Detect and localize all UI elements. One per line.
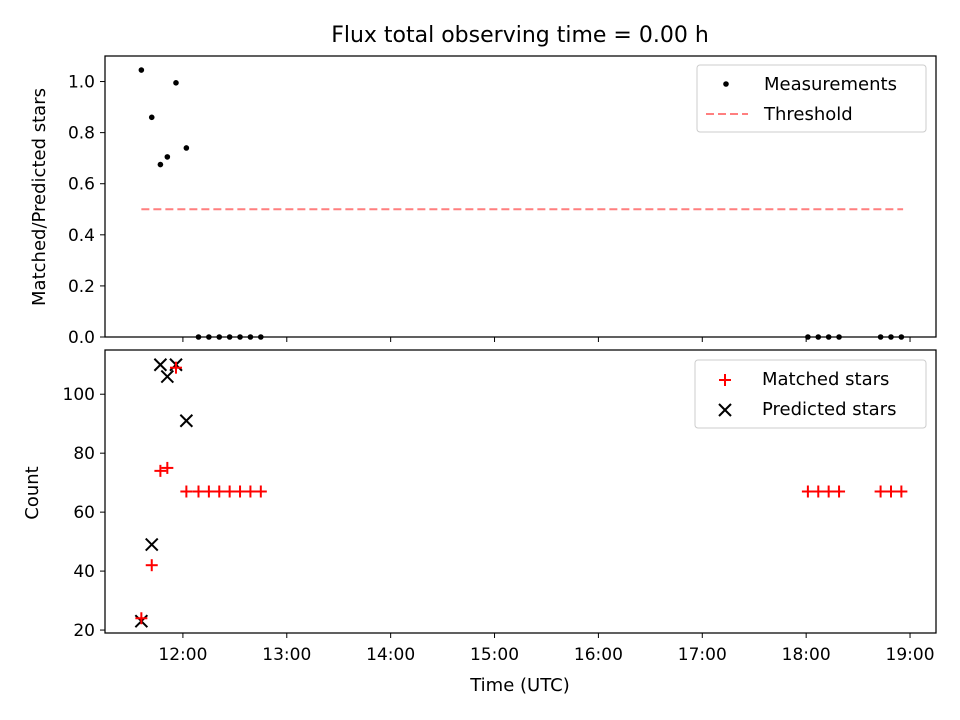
legend-measurements-label: Measurements — [764, 74, 897, 95]
matched-star-point — [833, 485, 846, 498]
top-y-tick-label: 0.0 — [68, 328, 95, 348]
matched-star-point — [822, 485, 835, 498]
matched-star-point — [145, 559, 158, 572]
matched-star-point — [234, 485, 247, 498]
legend-matched-marker — [719, 374, 731, 386]
matched-star-point — [244, 485, 257, 498]
predicted-x-stroke — [160, 369, 175, 384]
bottom-legend: Matched stars Predicted stars — [694, 359, 927, 429]
matched-star-point — [874, 485, 887, 498]
predicted-x-stroke — [179, 414, 194, 428]
x-tick-label: 17:00 — [678, 645, 727, 665]
panel-star-counts: 12:00 13:00 14:00 15:00 16:00 17:00 18:00 19:00… — [22, 349, 937, 696]
measurement-point — [148, 114, 155, 121]
predicted-star-point — [179, 414, 194, 428]
matched-star-point — [895, 485, 908, 498]
measurement-point — [183, 145, 190, 151]
top-y-tick-label: 1.0 — [68, 73, 95, 93]
bottom-y-tick-label: 40 — [73, 562, 95, 582]
bottom-y-tick-label: 60 — [73, 503, 95, 523]
matched-star-point — [254, 485, 267, 498]
matched-star-point — [801, 485, 814, 498]
x-tick-label: 12:00 — [158, 645, 207, 665]
matched-star-point — [161, 461, 174, 474]
predicted-star-point — [160, 369, 175, 384]
legend-predicted-marker — [718, 403, 732, 417]
legend-measurements-marker — [723, 81, 729, 87]
bottom-y-tick-label: 100 — [63, 385, 95, 405]
matched-star-point — [884, 485, 897, 498]
matched-star-point — [192, 485, 205, 498]
matched-star-point — [135, 612, 148, 625]
top-legend-box — [696, 64, 927, 133]
x-tick-label: 16:00 — [574, 645, 623, 665]
bottom-y-axis-label: Count — [22, 466, 43, 519]
matched-star-point — [812, 485, 825, 498]
predicted-x-stroke — [153, 358, 168, 372]
x-tick-label: 19:00 — [886, 645, 935, 665]
measurement-point — [138, 67, 145, 73]
top-axes-frame — [104, 55, 937, 338]
predicted-star-point — [145, 537, 159, 552]
matched-star-point — [154, 464, 167, 477]
bottom-legend-box — [694, 359, 927, 429]
bottom-y-tick-label: 20 — [73, 621, 95, 641]
bottom-y-tick-label: 80 — [73, 444, 95, 464]
legend-predicted-label: Predicted stars — [762, 399, 896, 420]
top-legend: Measurements Threshold — [696, 64, 927, 133]
top-y-tick-label: 0.2 — [68, 277, 95, 297]
x-axis-label: Time (UTC) — [469, 675, 570, 696]
legend-matched-label: Matched stars — [762, 369, 889, 390]
predicted-star-point — [153, 358, 168, 372]
measurement-point — [157, 161, 164, 168]
matched-star-point — [180, 485, 193, 498]
predicted-x-stroke — [145, 537, 159, 552]
top-y-tick-label: 0.8 — [68, 124, 95, 144]
matched-star-point — [223, 485, 236, 498]
top-y-tick-label: 0.6 — [68, 175, 95, 195]
x-tick-label: 15:00 — [470, 645, 519, 665]
measurement-point — [173, 80, 179, 86]
top-y-axis-label: Matched/Predicted stars — [29, 88, 50, 306]
legend-threshold-label: Threshold — [763, 104, 853, 125]
x-tick-label: 13:00 — [262, 645, 311, 665]
chart-title: Flux total observing time = 0.00 h — [331, 23, 709, 48]
matched-star-point — [202, 485, 215, 498]
bottom-axes-frame — [104, 349, 937, 634]
measurement-point — [164, 154, 171, 160]
x-tick-label: 14:00 — [366, 645, 415, 665]
panel-matched-predicted-ratio: 0.0 0.2 0.4 0.6 0.8 1.0 Matched/Predicted sta… — [29, 55, 937, 348]
matched-star-point — [169, 361, 182, 374]
matched-star-point — [213, 485, 226, 498]
x-tick-label: 18:00 — [782, 645, 831, 665]
top-y-tick-label: 0.4 — [68, 226, 95, 246]
